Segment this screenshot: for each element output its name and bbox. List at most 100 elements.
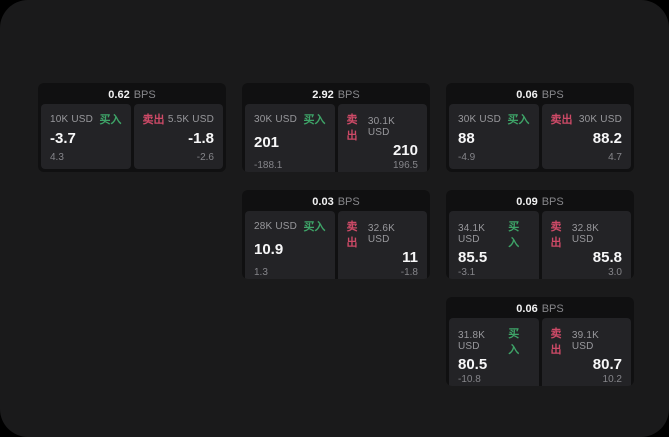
sell-amount: 39.1K USD — [571, 330, 599, 352]
quote-body: 30K USD 买入 88 -4.9 卖出 30K USD 88.2 4.7 — [446, 104, 634, 172]
buy-panel[interactable]: 10K USD 买入 -3.7 4.3 — [41, 104, 131, 169]
buy-amount-row: 30K USD 买入 — [458, 111, 530, 127]
buy-amount-row: 10K USD 买入 — [50, 111, 122, 127]
bps-header: 0.09 BPS — [446, 190, 634, 211]
bps-header: 0.06 BPS — [446, 297, 634, 318]
sell-label: 卖出 — [550, 114, 573, 126]
bps-header: 0.03 BPS — [242, 190, 430, 211]
buy-label: 买入 — [508, 221, 520, 249]
buy-panel[interactable]: 28K USD 买入 10.9 1.3 — [245, 211, 335, 279]
quote-card: 0.03 BPS 28K USD 买入 10.9 1.3 卖出 32.6K US… — [242, 190, 430, 279]
bps-value: 0.62 — [108, 88, 130, 101]
quote-card: 0.06 BPS 31.8K USD 买入 80.5 -10.8 卖出 39.1… — [446, 297, 634, 386]
sell-amount: 5.5K USD — [167, 113, 214, 125]
buy-delta: -188.1 — [254, 159, 283, 171]
bps-value: 0.06 — [516, 302, 538, 315]
sell-delta: 10.2 — [602, 373, 622, 385]
sell-panel[interactable]: 卖出 5.5K USD -1.8 -2.6 — [133, 104, 223, 169]
buy-panel[interactable]: 31.8K USD 买入 80.5 -10.8 — [449, 318, 539, 386]
buy-label: 买入 — [99, 114, 122, 126]
sell-panel[interactable]: 卖出 30K USD 88.2 4.7 — [541, 104, 631, 169]
sell-amount: 30.1K USD — [367, 116, 395, 138]
sell-label: 卖出 — [346, 221, 358, 249]
buy-price: 88 — [458, 130, 475, 148]
buy-label: 买入 — [508, 328, 520, 356]
sell-amount-row: 卖出 30K USD — [551, 111, 623, 127]
quote-card: 0.62 BPS 10K USD 买入 -3.7 4.3 卖出 5.5K USD — [38, 83, 226, 172]
sell-price: 210 — [392, 142, 418, 159]
buy-price: 10.9 — [254, 241, 284, 258]
sell-amount: 30K USD — [578, 113, 622, 125]
bps-unit-label: BPS — [541, 302, 564, 315]
sell-amount: 32.6K USD — [367, 223, 395, 245]
quote-card: 2.92 BPS 30K USD 买入 201 -188.1 卖出 30.1K … — [242, 83, 430, 172]
buy-amount-row: 30K USD 买入 — [254, 111, 326, 127]
buy-delta: -10.8 — [458, 373, 481, 385]
sell-panel[interactable]: 卖出 32.6K USD 11 -1.8 — [337, 211, 427, 279]
sell-price: 11 — [402, 249, 418, 266]
bps-unit-label: BPS — [337, 195, 360, 208]
buy-amount-row: 34.1K USD 买入 — [458, 218, 530, 250]
sell-panel[interactable]: 卖出 30.1K USD 210 196.5 — [337, 104, 427, 172]
buy-amount-row: 28K USD 买入 — [254, 218, 326, 234]
bps-header: 0.62 BPS — [38, 83, 226, 104]
bps-unit-label: BPS — [133, 88, 156, 101]
buy-price: 80.5 — [458, 356, 488, 373]
bps-header: 0.06 BPS — [446, 83, 634, 104]
buy-amount: 28K USD — [254, 220, 298, 232]
sell-delta: -1.8 — [400, 266, 418, 278]
bps-unit-label: BPS — [541, 88, 564, 101]
sell-amount-row: 卖出 32.8K USD — [551, 218, 623, 250]
buy-delta: -4.9 — [458, 152, 476, 163]
sell-amount-row: 卖出 32.6K USD — [347, 218, 419, 250]
buy-label: 买入 — [303, 114, 326, 126]
bps-header: 2.92 BPS — [242, 83, 430, 104]
bps-value: 0.03 — [312, 195, 334, 208]
quote-grid: 0.62 BPS 10K USD 买入 -3.7 4.3 卖出 5.5K USD — [38, 83, 634, 386]
sell-price: 85.8 — [592, 249, 622, 266]
buy-price: 85.5 — [458, 249, 488, 266]
buy-label: 买入 — [507, 114, 530, 126]
quote-card: 0.06 BPS 30K USD 买入 88 -4.9 卖出 30K USD — [446, 83, 634, 172]
buy-amount: 31.8K USD — [458, 330, 486, 352]
sell-price: 88.2 — [592, 130, 622, 148]
bps-value: 0.06 — [516, 88, 538, 101]
quote-body: 28K USD 买入 10.9 1.3 卖出 32.6K USD 11 -1.8 — [242, 211, 430, 279]
sell-panel[interactable]: 卖出 32.8K USD 85.8 3.0 — [541, 211, 631, 279]
buy-delta: -3.1 — [458, 266, 476, 278]
buy-price: 201 — [254, 134, 280, 151]
sell-amount-row: 卖出 39.1K USD — [551, 325, 623, 357]
sell-label: 卖出 — [346, 114, 358, 142]
buy-panel[interactable]: 34.1K USD 买入 85.5 -3.1 — [449, 211, 539, 279]
quote-body: 34.1K USD 买入 85.5 -3.1 卖出 32.8K USD 85.8… — [446, 211, 634, 279]
quote-body: 30K USD 买入 201 -188.1 卖出 30.1K USD 210 1… — [242, 104, 430, 172]
buy-amount: 30K USD — [254, 113, 298, 125]
buy-panel[interactable]: 30K USD 买入 88 -4.9 — [449, 104, 539, 169]
buy-amount: 10K USD — [50, 113, 94, 125]
buy-delta: 1.3 — [254, 266, 268, 278]
sell-delta: 196.5 — [392, 159, 418, 171]
buy-panel[interactable]: 30K USD 买入 201 -188.1 — [245, 104, 335, 172]
sell-label: 卖出 — [550, 328, 562, 356]
buy-price: -3.7 — [50, 130, 76, 148]
sell-panel[interactable]: 卖出 39.1K USD 80.7 10.2 — [541, 318, 631, 386]
sell-label: 卖出 — [142, 114, 165, 126]
buy-amount: 30K USD — [458, 113, 502, 125]
buy-amount: 34.1K USD — [458, 223, 486, 245]
sell-delta: 4.7 — [608, 152, 622, 163]
sell-amount-row: 卖出 5.5K USD — [143, 111, 215, 127]
sell-amount-row: 卖出 30.1K USD — [347, 111, 419, 143]
quote-body: 10K USD 买入 -3.7 4.3 卖出 5.5K USD -1.8 -2.… — [38, 104, 226, 172]
bps-value: 2.92 — [312, 88, 334, 101]
sell-label: 卖出 — [550, 221, 562, 249]
buy-label: 买入 — [303, 221, 326, 233]
quote-card: 0.09 BPS 34.1K USD 买入 85.5 -3.1 卖出 32.8K… — [446, 190, 634, 279]
sell-price: -1.8 — [188, 130, 214, 148]
bps-value: 0.09 — [516, 195, 538, 208]
bps-unit-label: BPS — [337, 88, 360, 101]
sell-price: 80.7 — [592, 356, 622, 373]
sell-amount: 32.8K USD — [571, 223, 599, 245]
sell-delta: -2.6 — [196, 152, 214, 163]
buy-amount-row: 31.8K USD 买入 — [458, 325, 530, 357]
